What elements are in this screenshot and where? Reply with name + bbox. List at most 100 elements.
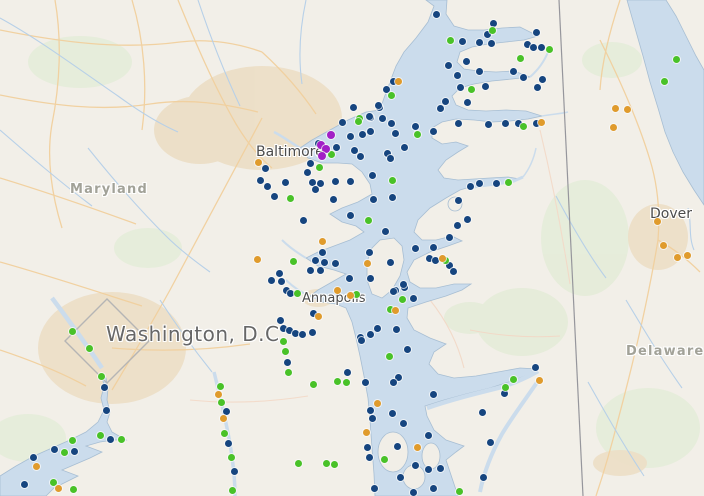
station-marker-blue[interactable] [454, 119, 462, 127]
station-marker-purple[interactable] [318, 152, 326, 160]
station-marker-green[interactable] [293, 289, 301, 297]
station-marker-blue[interactable] [411, 244, 419, 252]
station-marker-blue[interactable] [267, 276, 275, 284]
station-marker-blue[interactable] [487, 39, 495, 47]
station-marker-green[interactable] [228, 486, 236, 494]
station-marker-blue[interactable] [386, 258, 394, 266]
station-marker-blue[interactable] [363, 443, 371, 451]
station-marker-green[interactable] [387, 91, 395, 99]
station-marker-blue[interactable] [425, 254, 433, 262]
station-marker-blue[interactable] [389, 77, 397, 85]
station-marker-blue[interactable] [346, 211, 354, 219]
station-marker-blue[interactable] [298, 330, 306, 338]
station-marker-green[interactable] [68, 327, 76, 335]
station-marker-orange[interactable] [219, 414, 227, 422]
station-marker-blue[interactable] [318, 248, 326, 256]
station-marker-orange[interactable] [391, 306, 399, 314]
station-marker-orange[interactable] [314, 312, 322, 320]
station-marker-blue[interactable] [483, 30, 491, 38]
station-marker-blue[interactable] [475, 38, 483, 46]
station-marker-blue[interactable] [370, 484, 378, 492]
station-marker-blue[interactable] [356, 152, 364, 160]
station-marker-orange[interactable] [54, 484, 62, 492]
station-marker-green[interactable] [322, 459, 330, 467]
station-marker-blue[interactable] [365, 248, 373, 256]
station-marker-blue[interactable] [537, 43, 545, 51]
station-marker-green[interactable] [286, 194, 294, 202]
station-marker-blue[interactable] [366, 406, 374, 414]
station-marker-green[interactable] [217, 398, 225, 406]
station-marker-orange[interactable] [659, 241, 667, 249]
station-marker-purple[interactable] [317, 141, 325, 149]
station-marker-blue[interactable] [454, 196, 462, 204]
station-marker-orange[interactable] [214, 390, 222, 398]
station-marker-orange[interactable] [254, 158, 262, 166]
station-marker-blue[interactable] [366, 330, 374, 338]
station-marker-green[interactable] [380, 455, 388, 463]
station-marker-orange[interactable] [362, 428, 370, 436]
station-marker-blue[interactable] [230, 467, 238, 475]
station-marker-blue[interactable] [445, 261, 453, 269]
station-marker-blue[interactable] [374, 101, 382, 109]
station-marker-blue[interactable] [445, 233, 453, 241]
station-marker-blue[interactable] [389, 287, 397, 295]
station-marker-blue[interactable] [277, 277, 285, 285]
station-marker-blue[interactable] [320, 258, 328, 266]
station-marker-blue[interactable] [391, 129, 399, 137]
station-marker-blue[interactable] [486, 438, 494, 446]
station-marker-orange[interactable] [623, 105, 631, 113]
station-marker-blue[interactable] [453, 71, 461, 79]
station-marker-green[interactable] [413, 130, 421, 138]
station-marker-blue[interactable] [479, 473, 487, 481]
station-marker-orange[interactable] [611, 104, 619, 112]
station-marker-blue[interactable] [533, 83, 541, 91]
station-marker-blue[interactable] [475, 67, 483, 75]
station-marker-blue[interactable] [429, 484, 437, 492]
station-marker-blue[interactable] [285, 326, 293, 334]
station-marker-blue[interactable] [392, 325, 400, 333]
station-marker-blue[interactable] [531, 363, 539, 371]
station-marker-green[interactable] [545, 45, 553, 53]
station-marker-orange[interactable] [653, 217, 661, 225]
station-marker-green[interactable] [501, 383, 509, 391]
station-marker-blue[interactable] [399, 280, 407, 288]
station-marker-green[interactable] [672, 55, 680, 63]
station-marker-green[interactable] [96, 431, 104, 439]
station-marker-blue[interactable] [286, 289, 294, 297]
station-marker-blue[interactable] [532, 119, 540, 127]
station-marker-blue[interactable] [369, 195, 377, 203]
station-marker-green[interactable] [327, 150, 335, 158]
station-marker-blue[interactable] [396, 473, 404, 481]
station-marker-green[interactable] [289, 257, 297, 265]
station-marker-green[interactable] [352, 290, 360, 298]
station-marker-blue[interactable] [350, 146, 358, 154]
station-marker-blue[interactable] [463, 98, 471, 106]
station-marker-purple[interactable] [322, 145, 330, 153]
station-marker-blue[interactable] [424, 465, 432, 473]
station-marker-blue[interactable] [492, 179, 500, 187]
station-marker-orange[interactable] [609, 123, 617, 131]
station-marker-blue[interactable] [500, 389, 508, 397]
station-marker-blue[interactable] [299, 216, 307, 224]
station-marker-green[interactable] [342, 378, 350, 386]
station-marker-blue[interactable] [316, 266, 324, 274]
station-marker-green[interactable] [504, 178, 512, 186]
station-marker-green[interactable] [488, 26, 496, 34]
station-marker-blue[interactable] [403, 345, 411, 353]
station-marker-green[interactable] [330, 460, 338, 468]
station-marker-blue[interactable] [256, 176, 264, 184]
station-marker-blue[interactable] [514, 119, 522, 127]
station-marker-blue[interactable] [263, 182, 271, 190]
station-marker-blue[interactable] [306, 266, 314, 274]
station-marker-blue[interactable] [365, 112, 373, 120]
station-marker-blue[interactable] [388, 193, 396, 201]
station-marker-green[interactable] [516, 54, 524, 62]
station-marker-green[interactable] [446, 36, 454, 44]
station-marker-orange[interactable] [394, 77, 402, 85]
station-marker-blue[interactable] [308, 178, 316, 186]
station-marker-blue[interactable] [436, 464, 444, 472]
station-marker-blue[interactable] [444, 61, 452, 69]
station-marker-blue[interactable] [429, 390, 437, 398]
station-marker-orange[interactable] [438, 254, 446, 262]
station-marker-blue[interactable] [409, 488, 417, 496]
